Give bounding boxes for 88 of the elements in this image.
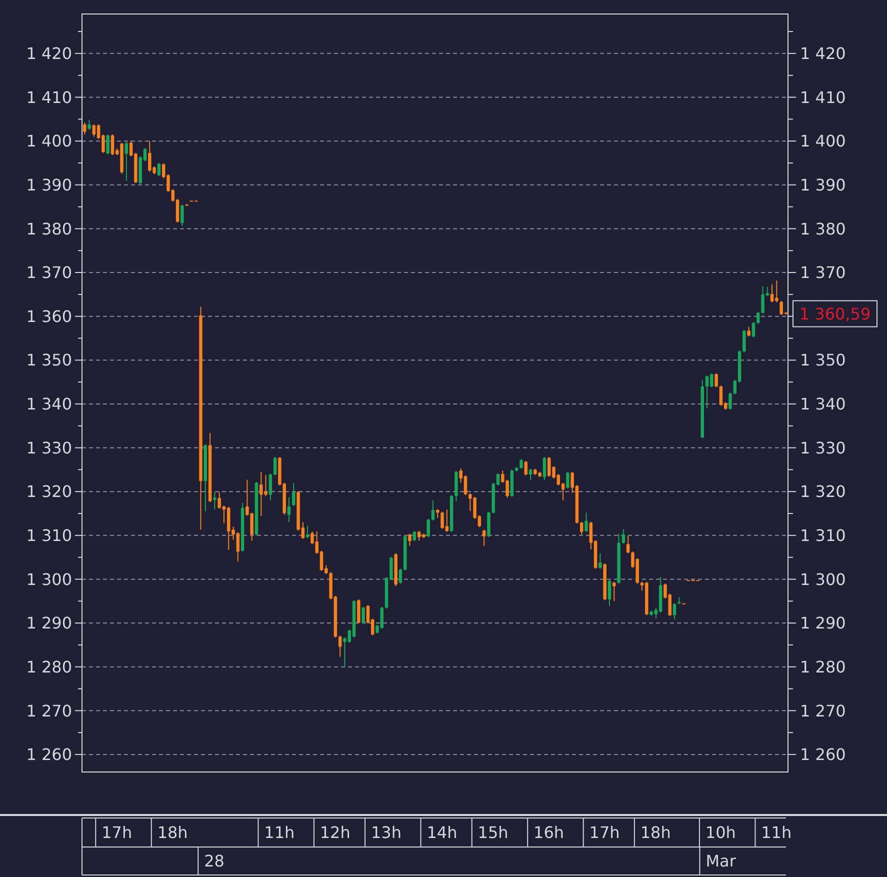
candlestick — [566, 471, 570, 490]
y2-tick-label: 1 340 — [800, 394, 846, 414]
y2-tick-label: 1 390 — [800, 175, 846, 194]
candlestick — [612, 581, 616, 602]
candlestick — [426, 518, 430, 538]
x-tick-label: 12h — [320, 823, 350, 842]
candlestick — [528, 468, 532, 481]
y-tick-label: 1 300 — [26, 570, 72, 589]
y2-tick-label: 1 330 — [800, 438, 846, 458]
y2-tick-label: 1 380 — [800, 219, 846, 238]
y2-tick-label: 1 350 — [800, 350, 846, 370]
candlestick — [584, 512, 588, 532]
y2-tick-label: 1 260 — [800, 745, 846, 764]
x-tick-label: 14h — [426, 823, 458, 842]
candlestick — [362, 606, 365, 624]
y2-tick-label: 1 400 — [800, 132, 846, 151]
candlestick — [92, 124, 96, 138]
x-tick-label: 13h — [370, 823, 402, 842]
candlestick — [728, 392, 732, 410]
candlestick — [672, 602, 676, 620]
candlestick — [598, 552, 602, 570]
candlestick — [88, 119, 91, 131]
candlestick — [408, 533, 412, 546]
y2-tick-label: 1 290 — [800, 614, 846, 633]
candlestick — [747, 326, 750, 337]
y-tick-label: 1 340 — [26, 394, 72, 414]
y-tick-label: 1 380 — [26, 219, 72, 238]
candlestick — [626, 535, 630, 554]
y-tick-label: 1 390 — [26, 175, 72, 194]
x-tick-label: 17h — [589, 823, 620, 842]
text: 28 — [204, 852, 224, 871]
y2-tick-label: 1 370 — [800, 263, 846, 282]
y-tick-label: 1 270 — [26, 701, 72, 720]
y-tick-label: 1 330 — [26, 438, 72, 458]
candlestick — [180, 204, 184, 227]
text: Mar — [706, 852, 736, 871]
y-tick-label: 1 320 — [26, 482, 72, 502]
y2-tick-label: 1 280 — [800, 657, 846, 676]
candlestick — [520, 458, 523, 470]
y-tick-label: 1 360 — [26, 306, 72, 326]
candlestick — [83, 122, 86, 135]
candlestick — [487, 511, 490, 538]
x-tick-label: 15h — [478, 823, 508, 842]
candlestick — [357, 598, 360, 624]
y-tick-label: 1 260 — [26, 745, 72, 764]
y2-tick-label: 1 310 — [800, 526, 846, 545]
candlestick — [431, 500, 435, 521]
x-tick-label: 18h — [157, 823, 188, 842]
y-tick-label: 1 400 — [26, 132, 72, 151]
candlestick — [752, 322, 756, 338]
candlestick — [714, 372, 718, 388]
candlestick — [756, 311, 760, 324]
candlestick — [580, 521, 584, 536]
y2-tick-label: 1 300 — [800, 570, 846, 589]
x-tick-label: 16h — [534, 823, 564, 842]
y-tick-label: 1 420 — [26, 44, 72, 64]
candlestick — [273, 456, 277, 476]
candlestick — [268, 473, 272, 501]
y2-tick-label: 1 410 — [800, 88, 846, 107]
candlestick — [124, 141, 128, 182]
y-tick-label: 1 280 — [26, 657, 72, 676]
y-tick-label: 1 410 — [26, 88, 72, 107]
candlestick — [398, 568, 402, 584]
x-tick-label: 11h — [761, 823, 792, 842]
candlestick — [608, 580, 612, 606]
candlestick — [338, 635, 342, 658]
candlestick — [482, 529, 486, 546]
x-tick-label: 17h — [102, 823, 132, 842]
y2-tick-label: 1 320 — [800, 482, 846, 502]
x-tick-label: 18h — [640, 823, 671, 842]
candlestick — [287, 496, 291, 523]
candlestick — [742, 329, 746, 353]
candlestick — [524, 460, 528, 476]
y-tick-label: 1 290 — [26, 614, 72, 633]
x-tick-label: 10h — [705, 823, 736, 842]
y-tick-label: 1 310 — [26, 526, 72, 545]
y2-tick-label: 1 270 — [800, 701, 846, 720]
candlestick — [719, 385, 723, 406]
x-tick-label: 11h — [264, 823, 295, 842]
y-tick-label: 1 370 — [26, 263, 72, 282]
y2-tick-label: 1 420 — [800, 44, 846, 64]
candlestick — [213, 492, 216, 510]
text: 1 360,59 — [799, 304, 871, 324]
y-tick-label: 1 350 — [26, 350, 72, 370]
candlestick — [106, 134, 110, 155]
candlestick — [542, 456, 546, 481]
candlestick — [292, 482, 296, 507]
candlestick — [622, 528, 626, 544]
